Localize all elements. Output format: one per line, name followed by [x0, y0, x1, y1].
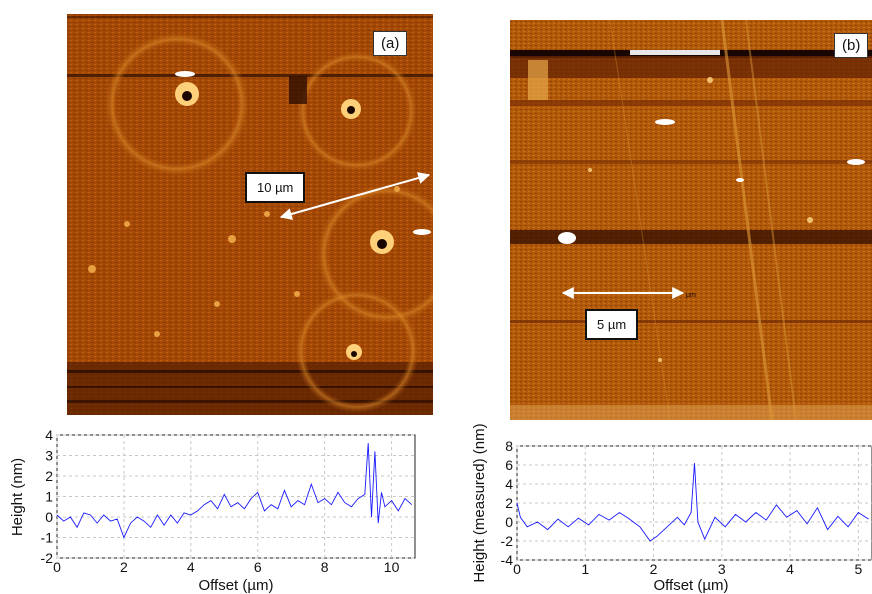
plot-b-ytick-label: 2 — [505, 495, 513, 511]
afm-image-b-graphic — [510, 20, 872, 420]
plot-b-ticks: 0 1 2 3 4 5 -4 -2 0 2 4 6 8 — [501, 438, 863, 577]
plot-b-xtick-label: 3 — [718, 561, 726, 577]
afm-image-b — [510, 20, 872, 420]
profile-line-a — [56, 443, 413, 539]
plot-a-xtick-label: 0 — [53, 559, 61, 575]
plot-a-grid — [56, 434, 415, 559]
plot-b-xtick-label: 5 — [854, 561, 862, 577]
plot-a-ytick-label: -2 — [41, 550, 54, 566]
plot-a-xlabel: Offset (µm) — [198, 577, 273, 594]
panel-label-a: (a) — [373, 31, 408, 56]
plot-a-ticks: 0 2 4 6 8 10 -2 -1 0 1 2 3 4 — [41, 427, 400, 575]
plot-b-ytick-label: 6 — [505, 457, 513, 473]
plot-a-ytick-label: 1 — [45, 489, 53, 505]
plot-b-xtick-label: 2 — [650, 561, 658, 577]
scale-arrow-a — [279, 172, 431, 220]
plot-a-xtick-label: 4 — [187, 559, 195, 575]
plot-b-ytick-label: 0 — [505, 514, 513, 530]
scale-bar-label-b: 5 µm — [585, 309, 639, 340]
plot-a-ytick-label: 2 — [45, 468, 53, 484]
plot-b-grid — [516, 445, 872, 561]
scale-arrow-b-tag: µm — [686, 292, 696, 299]
plot-b-xtick-label: 1 — [581, 561, 589, 577]
plot-a-xtick-label: 6 — [254, 559, 262, 575]
plot-b-ylabel: Height (measured) (nm) — [471, 423, 488, 582]
plot-a-ytick-label: 4 — [45, 427, 53, 443]
plot-b-xlabel: Offset (µm) — [653, 577, 728, 594]
plot-a-ytick-label: -1 — [41, 530, 54, 546]
plot-b-ytick-label: -2 — [501, 533, 514, 549]
plot-a-xtick-label: 8 — [321, 559, 329, 575]
plot-a-ytick-label: 0 — [45, 509, 53, 525]
plot-b-ytick-label: -4 — [501, 552, 514, 568]
plot-b-xtick-label: 4 — [786, 561, 794, 577]
plot-a-xtick-label: 10 — [384, 559, 400, 575]
plot-a-frame — [56, 434, 416, 559]
plot-b-ytick-label: 8 — [505, 438, 513, 454]
plot-a-ytick-label: 3 — [45, 448, 53, 464]
plot-b-ytick-label: 4 — [505, 476, 513, 492]
panel-label-b: (b) — [834, 33, 869, 58]
plot-a-ylabel: Height (nm) — [9, 458, 26, 536]
plot-b-xtick-label: 0 — [513, 561, 521, 577]
profile-line-b — [516, 463, 869, 542]
plot-a-xtick-label: 2 — [120, 559, 128, 575]
profile-plot-a: 0 2 4 6 8 10 -2 -1 0 1 2 3 4 Offset (µm) Height (nm) — [9, 427, 416, 594]
profile-plot-b: 0 1 2 3 4 5 -4 -2 0 2 4 6 8 Offset (µm) Height (meas… — [471, 423, 872, 594]
